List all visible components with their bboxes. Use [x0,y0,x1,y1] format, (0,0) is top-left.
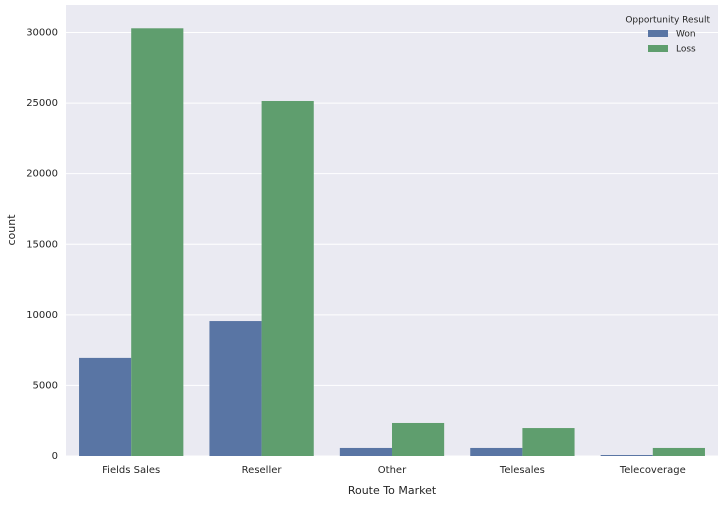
bar [79,357,132,456]
x-axis-label: Route To Market [348,484,437,497]
legend-swatch [648,45,668,52]
legend-label: Loss [676,45,696,55]
y-axis-label: count [5,214,18,246]
y-tick-label: 30000 [26,28,58,39]
y-tick-label: 20000 [26,169,58,180]
bar [470,447,523,456]
y-tick-label: 25000 [26,98,58,109]
y-tick-label: 10000 [26,310,58,321]
bar [522,428,575,456]
bar [600,455,653,456]
x-tick-label: Telesales [499,465,545,476]
y-tick-label: 0 [52,451,58,462]
x-tick-label: Fields Sales [102,465,160,476]
bar [261,100,314,456]
bar [652,447,705,456]
bar [131,28,184,457]
bar [339,447,392,456]
legend-swatch [648,30,668,37]
legend-title: Opportunity Result [625,16,710,26]
legend-label: Won [676,30,696,40]
bar [392,422,445,456]
y-tick-label: 15000 [26,239,58,250]
x-tick-label: Other [378,465,407,476]
x-tick-label: Telecoverage [619,465,686,476]
bar [209,321,262,456]
x-tick-label: Reseller [242,465,283,476]
y-tick-label: 5000 [33,380,58,391]
